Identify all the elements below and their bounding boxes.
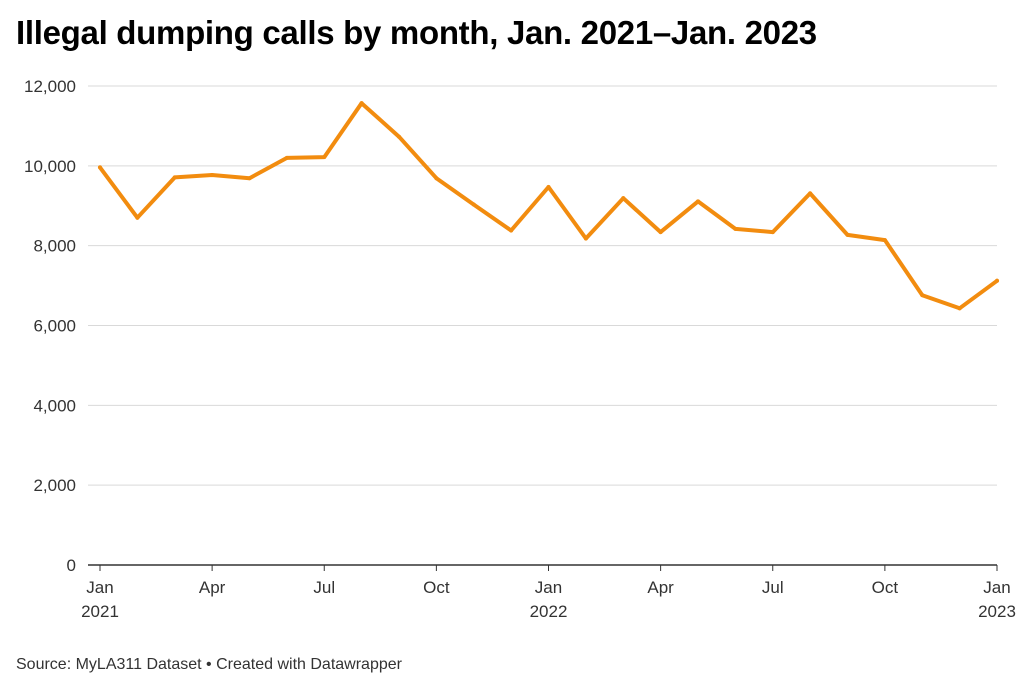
chart-title: Illegal dumping calls by month, Jan. 202…: [16, 14, 817, 51]
x-tick-label: Oct: [872, 578, 899, 597]
data-point: [696, 199, 700, 204]
footer-separator: •: [206, 656, 212, 673]
data-point: [247, 176, 252, 181]
x-tick-label: Jan: [983, 578, 1010, 597]
y-axis-tick-labels: 0 2,000 4,000 6,000 8,000 10,000 12,000: [24, 77, 76, 575]
source-text: Source: MyLA311 Dataset: [16, 656, 202, 673]
y-tick-label: 10,000: [24, 157, 76, 176]
series-layer: [98, 101, 999, 311]
data-point: [359, 101, 364, 106]
footer: Source: MyLA311 Dataset • Created with D…: [16, 656, 402, 674]
x-axis-tick-labels: Jan 2021 Apr Jul Oct Jan 2022 Apr Jul Oct Jan 2023: [81, 565, 1016, 621]
data-point: [920, 293, 925, 298]
x-tick-label: Apr: [647, 578, 674, 597]
x-tick-label: Oct: [423, 578, 450, 597]
x-tick-year-label: 2023: [978, 602, 1016, 621]
line-chart: 0 2,000 4,000 6,000 8,000 10,000 12,000 Jan 202…: [24, 77, 1016, 621]
data-point: [397, 134, 401, 139]
y-tick-label: 12,000: [24, 77, 76, 96]
y-tick-label: 2,000: [33, 476, 76, 495]
y-tick-label: 0: [67, 556, 76, 575]
x-tick-year-label: 2022: [530, 602, 568, 621]
series-line: [98, 101, 999, 311]
data-point: [210, 173, 215, 178]
grid-lines: [88, 85, 997, 566]
x-tick-label: Jul: [762, 578, 784, 597]
x-tick-label: Jan: [535, 578, 562, 597]
y-tick-label: 8,000: [33, 237, 76, 256]
x-tick-year-label: 2021: [81, 602, 119, 621]
data-point: [172, 175, 177, 180]
data-point: [583, 236, 588, 241]
data-point: [546, 184, 551, 189]
data-point: [995, 278, 999, 283]
data-point: [135, 215, 140, 220]
data-point: [957, 306, 962, 311]
data-point: [845, 232, 850, 237]
data-point: [434, 176, 439, 181]
data-point: [284, 155, 289, 160]
data-point: [471, 202, 476, 207]
data-point: [509, 228, 514, 233]
data-point: [658, 230, 663, 235]
data-point: [808, 191, 813, 196]
x-tick-label: Jan: [86, 578, 113, 597]
data-point: [621, 196, 626, 201]
data-point: [770, 230, 775, 235]
x-tick-label: Jul: [313, 578, 335, 597]
data-point: [733, 226, 738, 231]
data-point: [98, 165, 102, 170]
data-point: [322, 155, 327, 160]
y-tick-label: 4,000: [33, 396, 76, 415]
y-tick-label: 6,000: [33, 317, 76, 336]
x-tick-label: Apr: [199, 578, 226, 597]
data-point: [882, 238, 887, 243]
credit-text: Created with Datawrapper: [216, 656, 402, 673]
